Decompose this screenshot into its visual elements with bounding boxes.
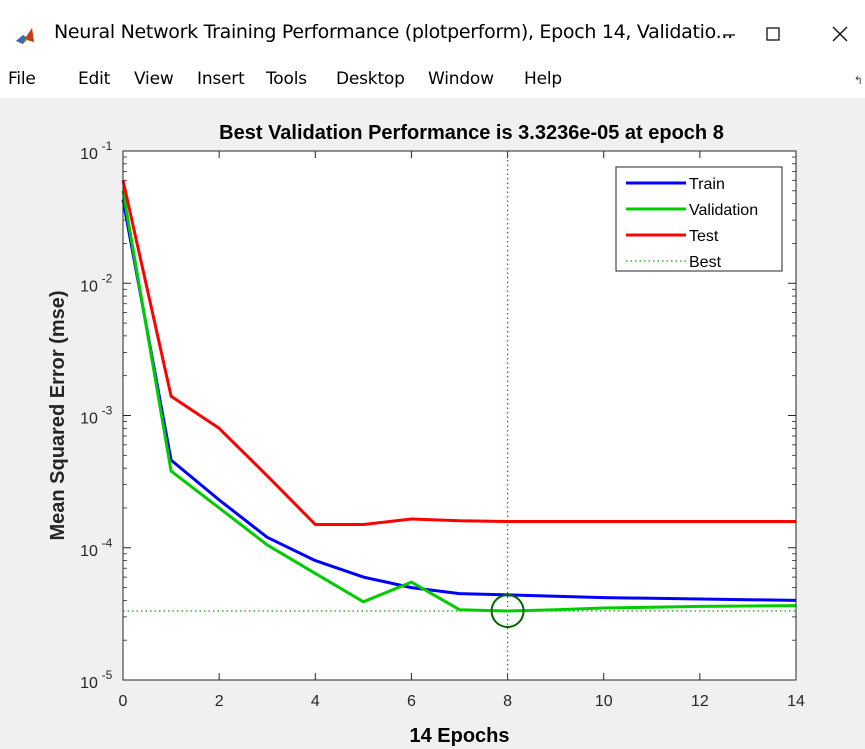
best-point-marker [490, 594, 525, 629]
y-tick-label: 10 [80, 411, 98, 428]
menu-bar: File Edit View Insert Tools Desktop Wind… [0, 66, 865, 98]
y-tick-exponent: -4 [102, 536, 113, 550]
menu-help[interactable]: Help [524, 69, 562, 89]
legend-label-validation: Validation [689, 202, 758, 219]
maximize-button[interactable] [748, 12, 798, 56]
menu-window[interactable]: Window [428, 69, 494, 89]
series-validation-line [121, 190, 797, 613]
x-tick-label: 4 [311, 693, 320, 710]
y-tick-label: 10 [80, 278, 98, 295]
menu-insert[interactable]: Insert [197, 69, 245, 89]
legend-label-train: Train [689, 176, 725, 193]
close-icon [832, 26, 848, 42]
toolbar-overflow-icon[interactable]: ↰ [853, 75, 863, 87]
legend-label-test: Test [689, 228, 719, 245]
y-axis-label: Mean Squared Error (mse) [47, 290, 69, 540]
x-tick-label: 14 [787, 693, 805, 710]
axes-box [122, 150, 797, 681]
menu-file[interactable]: File [8, 69, 36, 89]
close-button[interactable] [815, 12, 865, 56]
menu-tools[interactable]: Tools [266, 69, 307, 89]
x-axis-label: 14 Epochs [409, 725, 509, 747]
y-tick-label: 10 [80, 146, 98, 163]
maximize-icon [766, 27, 780, 41]
y-tick-exponent: -3 [102, 404, 113, 418]
y-tick-exponent: -1 [102, 139, 113, 153]
y-tick-label: 10 [80, 543, 98, 560]
x-tick-label: 2 [215, 693, 224, 710]
legend: Train Validation Test Best [615, 166, 783, 272]
legend-label-best: Best [689, 254, 722, 271]
x-tick-label: 0 [119, 693, 128, 710]
window-titlebar: Neural Network Training Performance (plo… [0, 0, 865, 66]
minimize-button[interactable] [704, 12, 754, 56]
y-tick-exponent: -5 [102, 668, 113, 682]
menu-view[interactable]: View [134, 69, 174, 89]
series-train-line [121, 199, 797, 602]
menu-desktop[interactable]: Desktop [336, 69, 405, 89]
x-tick-label: 8 [503, 693, 512, 710]
x-tick-label: 6 [407, 693, 416, 710]
series-test-line [121, 179, 796, 526]
y-tick-label: 10 [80, 675, 98, 692]
y-tick-exponent: -2 [102, 271, 113, 285]
performance-chart: 0 2 4 6 8 10 12 14 10 -1 10 -2 10 -3 10 -4 10 -5 Best Vali… [47, 122, 805, 747]
chart-title: Best Validation Performance is 3.3236e-0… [219, 122, 724, 144]
window-title: Neural Network Training Performance (plo… [54, 21, 733, 43]
x-tick-label: 12 [691, 693, 709, 710]
figure-area: 0 2 4 6 8 10 12 14 10 -1 10 -2 10 -3 10 -4 10 -5 Best Vali… [0, 98, 865, 749]
matlab-icon [14, 25, 36, 47]
minimize-icon [723, 34, 735, 36]
menu-edit[interactable]: Edit [78, 69, 111, 89]
x-tick-label: 10 [595, 693, 613, 710]
